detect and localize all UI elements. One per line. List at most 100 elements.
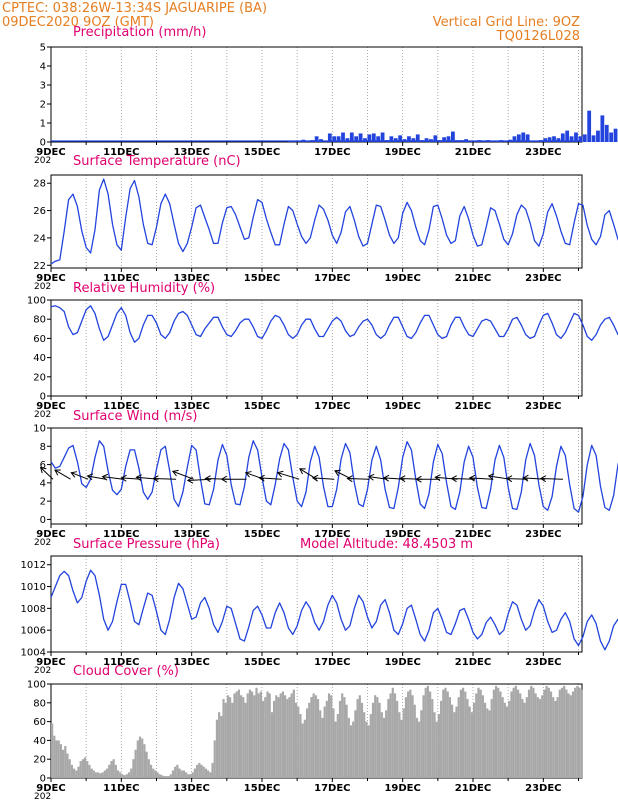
x-tick-label: 19DEC xyxy=(384,273,420,284)
cloud-bar xyxy=(163,776,166,778)
humidity-panel: 0 20 40 60 80 100 9DEC 11DEC 13DEC 15DEC 17DEC 19DE… xyxy=(27,281,618,420)
y-tick-label: 20 xyxy=(33,755,46,766)
cloud-bar xyxy=(261,700,265,778)
x-tick-label: 19DEC xyxy=(384,147,420,158)
cloud-bar xyxy=(101,772,104,778)
cloud-bar xyxy=(323,706,326,778)
cloud-bar xyxy=(290,693,293,778)
cloud-bar xyxy=(138,736,142,778)
wind-vector-head xyxy=(415,475,422,483)
y-tick-label: 8 xyxy=(40,442,46,453)
cloud-bar xyxy=(125,774,128,778)
cloud-bar xyxy=(180,770,183,778)
x-year-label: 202 xyxy=(34,792,51,800)
precip-bar xyxy=(582,134,587,142)
cloud-bar xyxy=(182,770,186,778)
cloud-bar xyxy=(130,768,133,778)
cloud-bar xyxy=(77,766,80,778)
y-tick-label: 24 xyxy=(33,233,46,244)
cloud-bar xyxy=(376,697,379,778)
wind-vector-shaft xyxy=(121,477,141,480)
cloud-bar xyxy=(53,735,56,778)
x-tick-label: 23DEC xyxy=(525,273,561,284)
cloud-bar xyxy=(72,768,76,778)
precip-bar xyxy=(600,115,605,142)
panel-title: Surface Temperature (nC) xyxy=(73,154,241,169)
precip-bar xyxy=(516,134,521,142)
cloud-bar xyxy=(209,772,212,778)
y-tick-label: 100 xyxy=(27,680,46,691)
cloud-bar xyxy=(330,695,333,778)
wind-vector-shaft xyxy=(40,467,54,480)
x-tick-label: 13DEC xyxy=(173,783,209,794)
cloud-bar xyxy=(314,695,317,778)
cloud-bar xyxy=(145,751,148,778)
wind-vector-head xyxy=(70,471,78,478)
cloud-bar xyxy=(319,710,322,778)
pressure-panel: 1004 1006 1008 1010 1012 9DEC 11DEC 13DEC 15DEC 1… xyxy=(21,537,618,676)
cloud-bar xyxy=(363,712,366,778)
cloud-bar xyxy=(286,699,289,778)
wind-vector xyxy=(311,474,335,482)
cloud-bar xyxy=(440,700,443,778)
precip-bar xyxy=(363,138,367,142)
pressure-series-line xyxy=(50,569,618,651)
cloud-bar xyxy=(288,697,291,778)
cloud-bar xyxy=(490,699,493,778)
cloud-bar xyxy=(435,721,438,778)
y-tick-label: 40 xyxy=(33,353,46,364)
cloud-bar xyxy=(576,685,579,778)
y-tick-label: 0 xyxy=(40,138,46,149)
cloud-bar xyxy=(141,738,144,778)
wind-vector xyxy=(415,475,440,483)
wind-vector-head xyxy=(54,469,61,476)
cloud-bar xyxy=(242,697,245,778)
cloud-cover-panel: 0 20 40 60 80 100 9DEC 11DEC 13DEC 15DEC 17DEC 19DE… xyxy=(27,664,583,800)
header-vertical-grid: Vertical Grid Line: 9OZ xyxy=(433,15,580,30)
precip-bar xyxy=(613,128,618,142)
cloud-bar xyxy=(481,695,484,778)
precip-bar xyxy=(398,135,403,142)
wind-vector-shaft xyxy=(469,477,493,480)
x-tick-label: 11DEC xyxy=(103,529,139,540)
cloud-bar xyxy=(259,691,262,778)
plot-frame xyxy=(50,299,583,397)
cloud-bar xyxy=(483,702,487,778)
wind-vector-head xyxy=(171,469,179,477)
cloud-bar xyxy=(565,689,568,778)
cloud-bar xyxy=(343,697,346,778)
x-tick-label: 15DEC xyxy=(244,783,280,794)
wind-panel: 0 2 4 6 8 10 9DEC 11DEC 13DEC 15DEC 17DEC 19DEC 21DE… xyxy=(33,409,618,548)
cloud-bar xyxy=(446,691,449,778)
wind-vector xyxy=(39,466,54,480)
cloud-bar xyxy=(367,725,370,778)
wind-vector-head xyxy=(434,474,441,482)
x-tick-label: 21DEC xyxy=(455,783,491,794)
cloud-bar xyxy=(222,699,225,778)
x-tick-label: 17DEC xyxy=(314,147,350,158)
cloud-bar xyxy=(305,708,309,778)
cloud-bar xyxy=(207,770,210,778)
plot-frame xyxy=(50,555,583,653)
cloud-bar xyxy=(442,689,445,778)
y-tick-label: 80 xyxy=(33,315,46,326)
precip-bar xyxy=(288,141,293,142)
cloud-bar xyxy=(516,689,520,778)
y-tick-label: 1 xyxy=(40,119,46,130)
cloud-bar xyxy=(248,689,252,778)
y-tick-label: 100 xyxy=(27,296,46,307)
plot-frame xyxy=(50,46,583,143)
wind-vector-head xyxy=(276,470,284,478)
wind-vector-head xyxy=(487,473,495,481)
y-tick-label: 6 xyxy=(40,460,46,471)
wind-vector xyxy=(54,469,71,480)
cloud-bar xyxy=(556,697,559,778)
cloud-bar xyxy=(525,697,528,778)
x-tick-label: 13DEC xyxy=(173,147,209,158)
cloud-bar xyxy=(503,702,506,778)
cloud-bar xyxy=(200,764,203,778)
cloud-bar xyxy=(83,757,87,778)
precip-bar xyxy=(556,138,561,142)
cloud-bar xyxy=(88,764,91,778)
precip-bar xyxy=(442,137,447,142)
